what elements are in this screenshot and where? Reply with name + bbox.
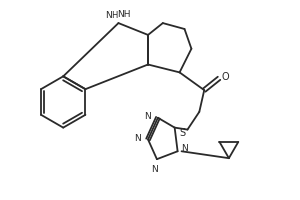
Text: N: N [152, 165, 158, 174]
Text: N: N [182, 144, 188, 153]
Text: N: N [134, 134, 141, 143]
Text: O: O [221, 72, 229, 82]
Text: H: H [111, 11, 118, 20]
Text: N: N [144, 112, 151, 121]
Text: S: S [179, 128, 186, 138]
Text: N: N [105, 11, 112, 20]
Text: NH: NH [117, 10, 130, 19]
